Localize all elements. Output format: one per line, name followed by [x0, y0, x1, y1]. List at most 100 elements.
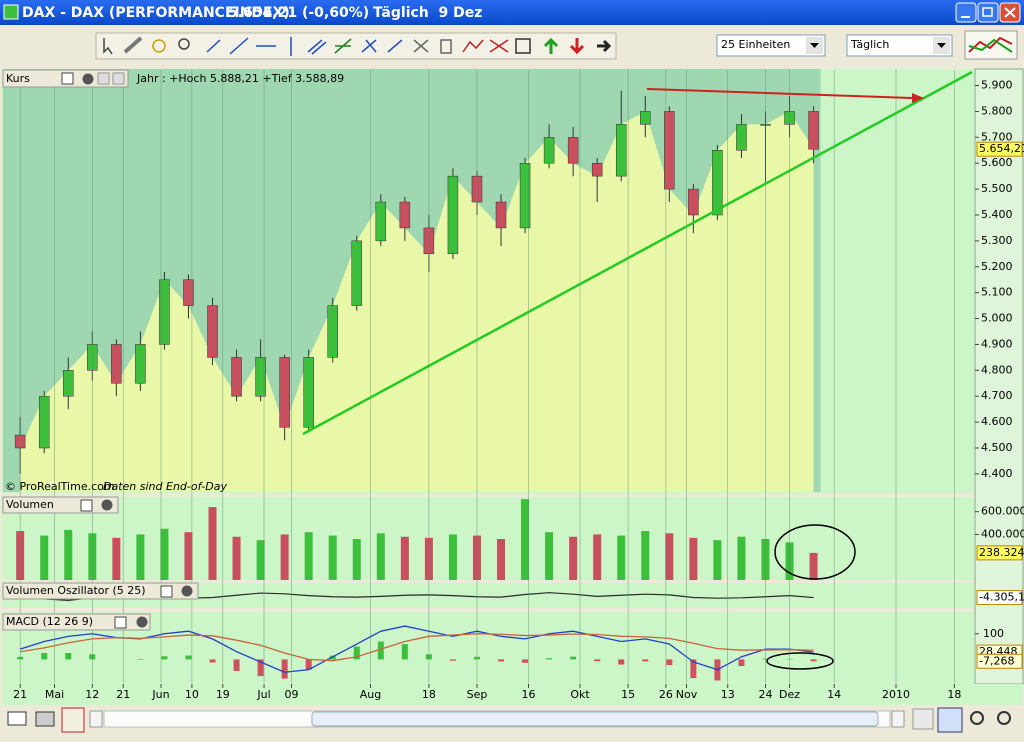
mail-button[interactable]: [7, 711, 27, 726]
value-label: 5.654,21: [979, 142, 1024, 155]
macd-ellipse: [766, 652, 834, 670]
print-button[interactable]: [35, 711, 55, 727]
tool-triangle[interactable]: [489, 39, 509, 53]
histogram-bar: [570, 656, 577, 660]
tool-fibo[interactable]: [334, 38, 352, 54]
y-tick-label: 5.600: [981, 156, 1013, 169]
tool-line[interactable]: [206, 39, 221, 53]
zoom-in-button[interactable]: [997, 711, 1011, 725]
volume-bar: [448, 534, 457, 580]
volume-panel-title: Volumen: [6, 498, 54, 511]
drawings: [302, 70, 973, 670]
panel-close[interactable]: [181, 585, 193, 597]
histogram-bar: [498, 659, 505, 662]
price-area: [20, 111, 814, 492]
candle-body: [736, 124, 747, 151]
panel-maximize[interactable]: [114, 616, 127, 629]
volume-bar: [184, 532, 193, 580]
x-tick-label: Jul: [256, 688, 270, 701]
histogram-bar: [41, 653, 48, 660]
indicator-button[interactable]: [964, 30, 1018, 60]
period-select[interactable]: [846, 34, 953, 57]
y-tick-label: 4.900: [981, 337, 1013, 350]
units-select[interactable]: [716, 34, 826, 57]
x-tick-label: Aug: [360, 688, 381, 701]
oscillator-header: [2, 582, 199, 600]
panel-maximize[interactable]: [61, 72, 74, 85]
tool-alarm[interactable]: [152, 39, 166, 53]
x-tick-label: 19: [216, 688, 230, 701]
candle-body: [303, 357, 314, 428]
x-tick-label: 26: [659, 688, 673, 701]
tool-delete[interactable]: [440, 39, 452, 54]
volume-bar: [304, 532, 313, 580]
panel-maximize[interactable]: [160, 585, 173, 598]
tool-ray[interactable]: [229, 37, 249, 55]
price-panel-title: Kurs: [6, 72, 30, 85]
autozoom-button[interactable]: [937, 707, 963, 733]
value-label-box: [976, 545, 1023, 561]
x-tick-label: 16: [521, 688, 535, 701]
x-tick-label: 15: [621, 688, 635, 701]
panel-up[interactable]: [97, 72, 110, 85]
y-tick-label: 5.100: [981, 286, 1013, 299]
tool-sell[interactable]: [569, 38, 585, 55]
panel-close[interactable]: [101, 499, 113, 511]
volume-bar: [136, 534, 145, 580]
tool-fan[interactable]: [361, 39, 377, 53]
tool-pattern[interactable]: [462, 39, 484, 53]
panel-close[interactable]: [82, 73, 94, 85]
tool-text[interactable]: [515, 38, 531, 54]
title-bar: DAX - DAX (PERFORMANCEINDEX) 5.654,21 (-…: [0, 0, 1024, 25]
volume-bar: [352, 539, 361, 580]
window-title: DAX - DAX (PERFORMANCEINDEX): [22, 5, 290, 21]
candle-body: [591, 162, 603, 177]
tool-pointer[interactable]: [103, 38, 113, 55]
volume-bar: [160, 528, 169, 580]
scroll-thumb[interactable]: [311, 711, 879, 727]
tool-parallel[interactable]: [387, 39, 403, 53]
panel-maximize[interactable]: [80, 499, 93, 512]
volume-bar: [208, 507, 217, 580]
scroll-right[interactable]: [891, 710, 905, 728]
stop-button[interactable]: [61, 707, 85, 733]
tool-exit[interactable]: [597, 39, 612, 53]
histogram-bar: [642, 659, 649, 662]
candle-body: [38, 395, 50, 449]
scroll-left[interactable]: [89, 710, 103, 728]
tool-buy[interactable]: [543, 37, 559, 54]
histogram-bar: [233, 659, 240, 671]
x-tick-label: 2010: [882, 688, 910, 701]
minimize-button[interactable]: [955, 2, 977, 23]
oscillator-panel-title: Volumen Oszillator (5 25): [6, 584, 146, 597]
x-tick-label: Mai: [45, 688, 64, 701]
restore-button[interactable]: [977, 2, 999, 23]
x-tick-label: 12: [85, 688, 99, 701]
x-tick-label: 18: [422, 688, 436, 701]
volume-bar: [497, 539, 506, 580]
volume-bar: [521, 499, 530, 580]
window-quote: 5.654,21 (-0,60%): [228, 5, 369, 21]
volume-panel-bg: [2, 497, 975, 580]
histogram-bar: [666, 659, 673, 666]
volume-bar: [545, 532, 554, 580]
candle-body: [615, 124, 627, 177]
cursor-button[interactable]: [912, 708, 934, 730]
tool-zoom[interactable]: [178, 38, 190, 50]
tool-ruler[interactable]: [123, 36, 143, 54]
x-tick-label: 09: [285, 688, 299, 701]
tool-group: [95, 32, 617, 60]
x-tick-label: Jun: [151, 688, 169, 701]
tool-channel[interactable]: [307, 39, 327, 55]
histogram-bar: [65, 653, 72, 660]
bottom-bar: [0, 705, 1024, 742]
histogram-bar: [281, 659, 288, 679]
tool-settings[interactable]: [413, 39, 429, 53]
panel-down[interactable]: [112, 72, 125, 85]
x-tick-label: 21: [116, 688, 130, 701]
zoom-out-button[interactable]: [970, 711, 984, 725]
volume-bar: [809, 552, 818, 580]
histogram-bar: [377, 641, 384, 660]
panel-close[interactable]: [136, 616, 148, 628]
